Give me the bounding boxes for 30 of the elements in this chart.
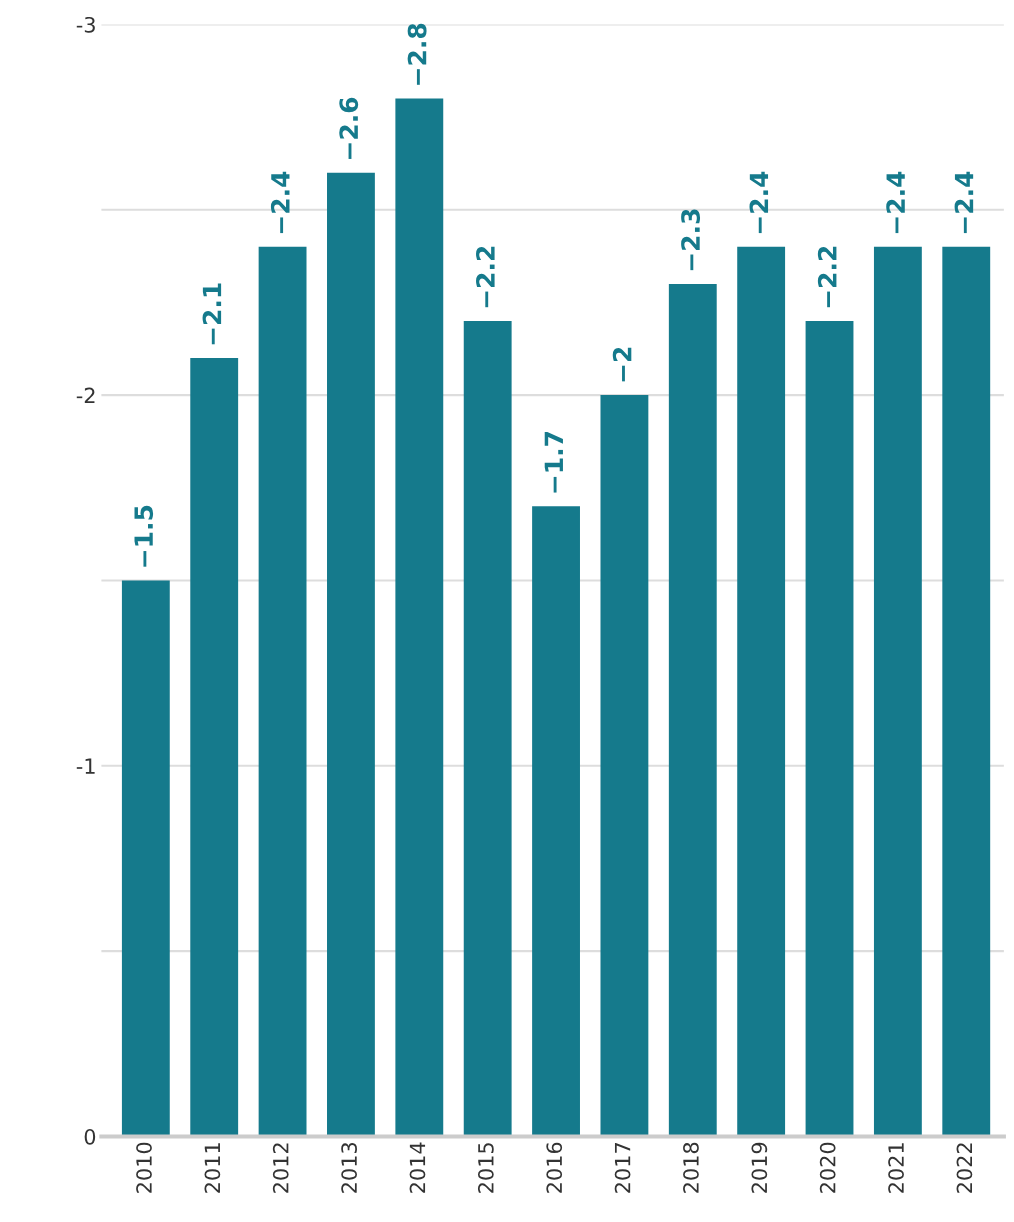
x-tick-label: 2021 [888, 1143, 904, 1193]
x-tick-label: 2014 [409, 1142, 426, 1193]
x-tick-label: 2017 [614, 1143, 631, 1193]
data-label: −2.1 [202, 283, 222, 345]
data-label: −2.2 [476, 246, 495, 308]
x-tick-label: 2018 [683, 1142, 699, 1193]
data-label: −2.4 [886, 171, 905, 234]
data-label: −2.3 [681, 209, 701, 271]
x-tick-label: 2019 [751, 1142, 768, 1193]
x-tick-label: 2012 [272, 1143, 289, 1193]
data-label: −2 [612, 347, 632, 382]
data-label: −2.4 [954, 171, 974, 234]
data-label: −1.5 [134, 505, 154, 567]
x-tick-label: 2016 [546, 1142, 563, 1193]
x-tick-label: 2022 [956, 1143, 973, 1193]
data-label: −2.4 [749, 171, 769, 234]
data-label: −2.2 [817, 246, 837, 308]
y-tick-label: -3 [76, 16, 95, 33]
x-tick-label: 2015 [477, 1143, 494, 1193]
y-tick-label: -1 [76, 758, 95, 774]
data-label: −1.7 [544, 431, 563, 493]
data-label: −2.4 [270, 171, 290, 234]
x-tick-label: 2020 [819, 1142, 836, 1193]
y-tick-label: -2 [76, 387, 95, 404]
x-tick-label: 2011 [204, 1143, 221, 1193]
x-tick-label: 2010 [136, 1142, 152, 1193]
data-label: −2.8 [407, 23, 427, 85]
data-label: −2.6 [339, 97, 359, 159]
x-tick-label: 2013 [341, 1142, 357, 1193]
y-tick-label: 0 [84, 1128, 96, 1145]
